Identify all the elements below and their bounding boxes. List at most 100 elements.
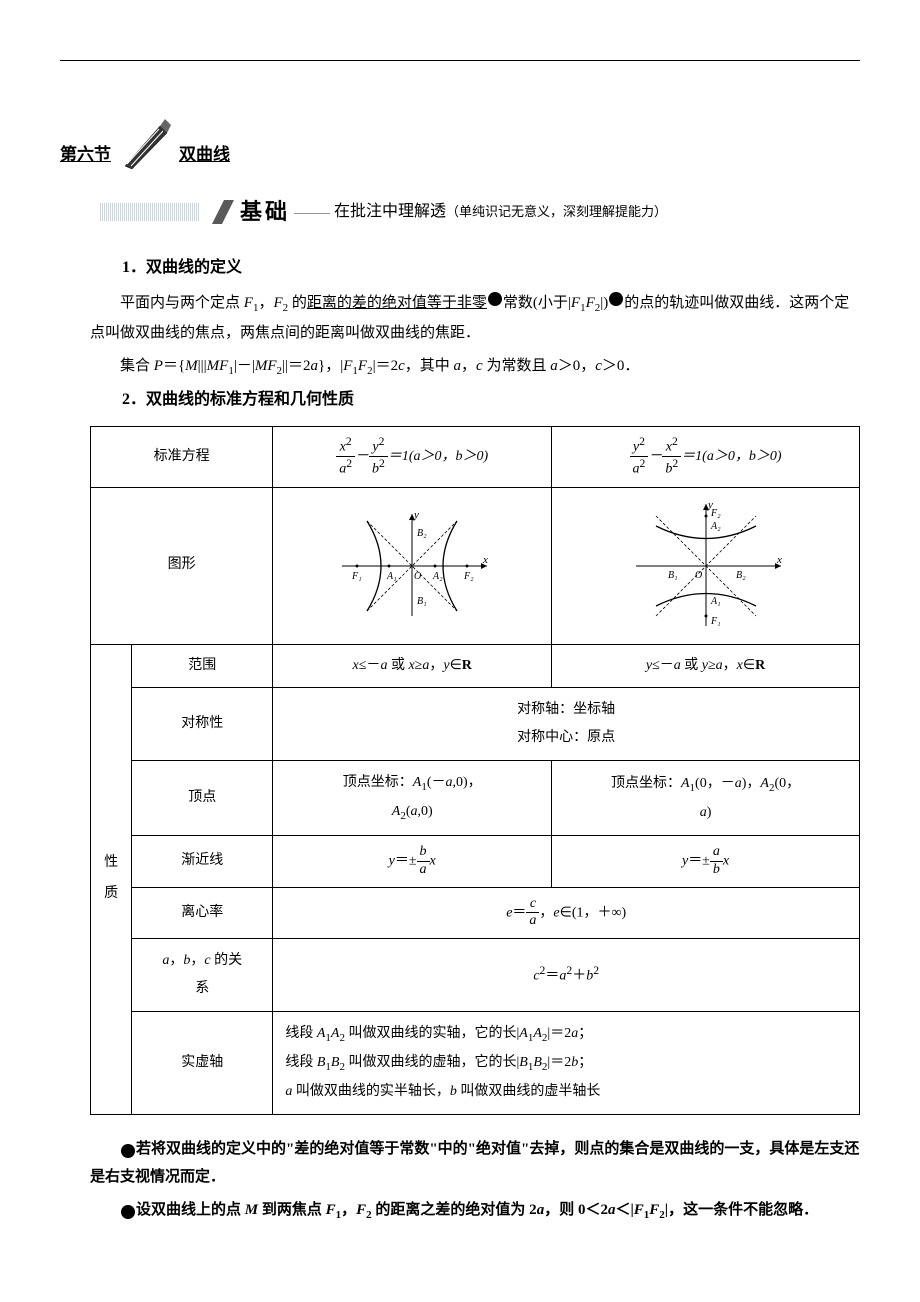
t: ＞0． bbox=[602, 358, 640, 374]
abc-val: c2＝a2＋b2 bbox=[273, 939, 860, 1012]
row-eccentricity: 离心率 bbox=[132, 887, 273, 939]
t: F bbox=[571, 295, 580, 311]
row-graph: 图形 bbox=[91, 487, 273, 644]
foundation-banner: 基础 —— 在批注中理解透 （单纯识记无意义，深刻理解提能力） bbox=[100, 191, 860, 233]
note-1: 1若将双曲线的定义中的"差的绝对值等于常数"中的"绝对值"去掉，则点的集合是双曲… bbox=[90, 1135, 860, 1192]
t: M bbox=[185, 358, 198, 374]
row-symmetry: 对称性 bbox=[132, 688, 273, 761]
asymptote-h: y＝±bax bbox=[273, 835, 552, 887]
circle-2-icon: 2 bbox=[121, 1205, 135, 1219]
eccentricity-val: e＝ca，e∈(1，＋∞) bbox=[273, 887, 860, 939]
circle-1-icon: 1 bbox=[488, 292, 502, 306]
shaded-box bbox=[100, 203, 200, 221]
foundation-label: 基础 bbox=[240, 191, 290, 233]
t: 的 bbox=[288, 295, 307, 311]
properties-table: 标准方程 x2a2－y2b2＝1(a＞0，b＞0) y2a2－x2b2＝1(a＞… bbox=[90, 426, 860, 1115]
underline-text: 距离的差的绝对值等于非零 bbox=[307, 295, 487, 311]
svg-text:B₂: B₂ bbox=[417, 528, 427, 539]
dash: —— bbox=[294, 195, 330, 229]
t: }，| bbox=[318, 358, 343, 374]
t: |＝2 bbox=[373, 358, 399, 374]
t: a bbox=[454, 358, 462, 374]
t: c bbox=[595, 358, 602, 374]
t: F bbox=[586, 295, 595, 311]
svg-text:F₁: F₁ bbox=[710, 616, 721, 627]
section-number: 第六节 bbox=[60, 139, 111, 171]
vertex-h: 顶点坐标：A1(－a,0)，A2(a,0) bbox=[273, 761, 552, 836]
t: a bbox=[311, 358, 319, 374]
row-abc: a，b，c 的关系 bbox=[132, 939, 273, 1012]
t: ， bbox=[461, 358, 476, 374]
t: a bbox=[550, 358, 558, 374]
t: ||＝2 bbox=[282, 358, 311, 374]
t: F bbox=[244, 295, 253, 311]
foundation-desc: 在批注中理解透 bbox=[334, 197, 446, 227]
row-axis: 实虚轴 bbox=[132, 1012, 273, 1115]
definition-para-1: 平面内与两个定点 F1，F2 的距离的差的绝对值等于非零1常数(小于|F1F2|… bbox=[90, 289, 860, 347]
range-v: y≤－a 或 y≥a，x∈R bbox=[552, 644, 860, 688]
svg-text:O: O bbox=[695, 570, 702, 581]
eq-suffix: ＝1(a＞0，b＞0) bbox=[388, 449, 488, 464]
t: 为常数且 bbox=[483, 358, 551, 374]
t: 对称中心：原点 bbox=[517, 730, 615, 745]
svg-text:x: x bbox=[776, 554, 782, 566]
svg-text:y: y bbox=[413, 509, 419, 521]
svg-text:F₂: F₂ bbox=[463, 571, 474, 582]
eq-suffix: ＝1(a＞0，b＞0) bbox=[681, 449, 781, 464]
svg-text:B₂: B₂ bbox=[736, 570, 746, 581]
t: ＞0， bbox=[558, 358, 596, 374]
eq-vertical: y2a2－x2b2＝1(a＞0，b＞0) bbox=[552, 426, 860, 487]
subheading-1: 1．双曲线的定义 bbox=[90, 253, 860, 283]
t: ， bbox=[258, 295, 273, 311]
row-standard-eq: 标准方程 bbox=[91, 426, 273, 487]
row-vertex: 顶点 bbox=[132, 761, 273, 836]
t: |) bbox=[600, 295, 608, 311]
row-range: 范围 bbox=[132, 644, 273, 688]
t: 对称轴：坐标轴 bbox=[517, 702, 615, 717]
svg-text:A₁: A₁ bbox=[386, 571, 397, 582]
t: ||| bbox=[198, 358, 207, 374]
graph-horizontal: F₁ A₁ O A₂ F₂ B₂ B₁ y x bbox=[273, 487, 552, 644]
svg-text:A₂: A₂ bbox=[432, 571, 443, 582]
eq-horizontal: x2a2－y2b2＝1(a＞0，b＞0) bbox=[273, 426, 552, 487]
brush-icon bbox=[115, 111, 175, 171]
circle-2-icon: 2 bbox=[609, 292, 623, 306]
content: 1．双曲线的定义 平面内与两个定点 F1，F2 的距离的差的绝对值等于非零1常数… bbox=[90, 253, 860, 1115]
slash-icon bbox=[206, 200, 234, 224]
t: F bbox=[273, 295, 282, 311]
subheading-2: 2．双曲线的标准方程和几何性质 bbox=[90, 385, 860, 415]
t: F bbox=[358, 358, 367, 374]
vertex-v: 顶点坐标：A1(0，－a)，A2(0，a) bbox=[552, 761, 860, 836]
range-h: x≤－a 或 x≥a，y∈R bbox=[273, 644, 552, 688]
section-header: 第六节 双曲线 bbox=[60, 111, 860, 171]
svg-text:x: x bbox=[482, 554, 488, 566]
svg-text:y: y bbox=[707, 499, 713, 511]
svg-text:B₁: B₁ bbox=[668, 570, 678, 581]
t: ，其中 bbox=[405, 358, 454, 374]
t: P bbox=[154, 358, 163, 374]
asymptote-v: y＝±abx bbox=[552, 835, 860, 887]
row-asymptote: 渐近线 bbox=[132, 835, 273, 887]
circle-1-icon: 1 bbox=[121, 1144, 135, 1158]
symmetry-val: 对称轴：坐标轴 对称中心：原点 bbox=[273, 688, 860, 761]
t: c bbox=[398, 358, 405, 374]
note-2: 2设双曲线上的点 M 到两焦点 F1，F2 的距离之差的绝对值为 2a，则 0＜… bbox=[90, 1196, 860, 1226]
t: c bbox=[476, 358, 483, 374]
graph-vertical: F₂ A₂ O B₁ B₂ A₁ F₁ y x bbox=[552, 487, 860, 644]
foundation-small: （单纯识记无意义，深刻理解提能力） bbox=[446, 200, 667, 225]
axis-val: 线段 A1A2 叫做双曲线的实轴，它的长|A1A2|＝2a； 线段 B1B2 叫… bbox=[273, 1012, 860, 1115]
svg-text:A₁: A₁ bbox=[710, 596, 721, 607]
section-title: 双曲线 bbox=[179, 139, 230, 171]
svg-text:O: O bbox=[414, 571, 421, 582]
t: |－| bbox=[234, 358, 255, 374]
svg-text:F₁: F₁ bbox=[351, 571, 362, 582]
t: MF bbox=[255, 358, 277, 374]
t: 常数(小于| bbox=[503, 295, 571, 311]
svg-text:A₂: A₂ bbox=[710, 521, 721, 532]
top-rule bbox=[60, 60, 860, 61]
t: 平面内与两个定点 bbox=[120, 295, 244, 311]
properties-label: 性质 bbox=[91, 644, 132, 1114]
definition-para-2: 集合 P＝{M|||MF1|－|MF2||＝2a}，|F1F2|＝2c，其中 a… bbox=[90, 352, 860, 382]
t: ＝{ bbox=[163, 358, 185, 374]
t: 集合 bbox=[120, 358, 154, 374]
